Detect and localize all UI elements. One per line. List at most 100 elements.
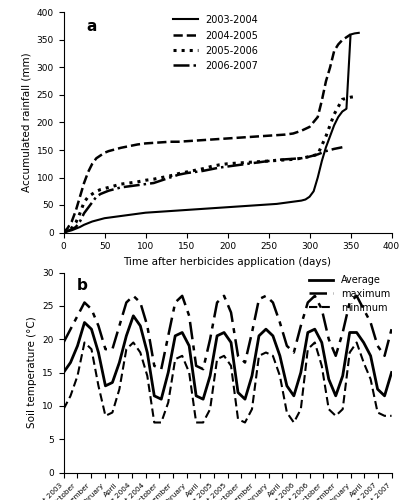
2004-2005: [225, 136, 229, 141]
2004-2005: [216, 136, 221, 142]
2006-2007: [106, 188, 111, 194]
2006-2007: [167, 174, 172, 180]
2005-2006: [102, 186, 107, 192]
Average: [96, 350, 101, 356]
2004-2005: [81, 180, 86, 186]
2005-2006: [249, 159, 254, 165]
2005-2006: [65, 228, 70, 234]
Average: [319, 340, 324, 345]
minimum: [82, 340, 87, 345]
minimum: [179, 353, 184, 359]
2006-2007: [126, 184, 131, 190]
maximum: [96, 323, 101, 329]
Average: [346, 330, 351, 336]
2004-2005: [94, 155, 99, 161]
2005-2006: [265, 158, 270, 164]
minimum: [291, 420, 296, 426]
minimum: [353, 340, 358, 345]
2006-2007: [265, 158, 270, 164]
2006-2007: [192, 169, 197, 175]
2006-2007: [339, 144, 344, 150]
2005-2006: [118, 181, 123, 187]
2005-2006: [73, 220, 78, 226]
Average: [179, 330, 184, 336]
Average: [242, 396, 247, 402]
2004-2005: [233, 135, 238, 141]
maximum: [103, 346, 108, 352]
Average: [291, 393, 296, 399]
2005-2006: [126, 180, 131, 186]
2004-2005: [73, 208, 78, 214]
minimum: [305, 346, 310, 352]
2005-2006: [85, 194, 90, 200]
2005-2006: [69, 225, 74, 231]
minimum: [263, 350, 268, 356]
maximum: [319, 306, 324, 312]
Average: [172, 333, 177, 339]
minimum: [103, 413, 108, 419]
minimum: [228, 363, 233, 369]
Legend: 2003-2004, 2004-2005, 2005-2006, 2006-2007: 2003-2004, 2004-2005, 2005-2006, 2006-20…: [173, 15, 258, 71]
2005-2006: [274, 158, 279, 164]
maximum: [200, 366, 205, 372]
Line: 2005-2006: 2005-2006: [63, 96, 354, 232]
minimum: [151, 420, 156, 426]
2003-2004: [77, 224, 82, 230]
maximum: [68, 326, 73, 332]
2005-2006: [331, 112, 336, 117]
minimum: [144, 373, 149, 379]
Average: [374, 386, 379, 392]
Average: [207, 373, 212, 379]
2006-2007: [98, 191, 103, 197]
2004-2005: [85, 169, 90, 175]
2006-2007: [90, 199, 94, 205]
2005-2006: [90, 191, 94, 197]
Average: [305, 330, 310, 336]
minimum: [193, 420, 198, 426]
2005-2006: [343, 96, 348, 102]
2006-2007: [331, 146, 336, 152]
2004-2005: [241, 134, 246, 140]
2005-2006: [61, 230, 66, 235]
maximum: [305, 300, 310, 306]
maximum: [179, 293, 184, 299]
2004-2005: [118, 145, 123, 151]
minimum: [333, 413, 337, 419]
minimum: [312, 340, 317, 345]
2005-2006: [298, 155, 303, 161]
X-axis label: Time after herbicides application (days): Time after herbicides application (days): [123, 257, 331, 267]
2005-2006: [151, 176, 156, 182]
Average: [151, 393, 156, 399]
2004-2005: [167, 138, 172, 145]
2004-2005: [77, 194, 82, 200]
2004-2005: [335, 42, 340, 48]
minimum: [96, 383, 101, 389]
maximum: [193, 363, 198, 369]
2006-2007: [298, 155, 303, 161]
2006-2007: [323, 148, 328, 154]
maximum: [388, 326, 393, 332]
2005-2006: [81, 199, 86, 205]
minimum: [221, 353, 226, 359]
Average: [388, 370, 393, 376]
2003-2004: [339, 108, 344, 114]
minimum: [277, 373, 282, 379]
minimum: [117, 386, 121, 392]
Average: [137, 323, 142, 329]
Average: [381, 393, 386, 399]
2006-2007: [94, 194, 99, 200]
minimum: [249, 406, 254, 412]
maximum: [117, 323, 121, 329]
maximum: [165, 333, 170, 339]
2003-2004: [355, 30, 360, 36]
Line: 2004-2005: 2004-2005: [63, 34, 350, 232]
Average: [144, 350, 149, 356]
minimum: [388, 413, 393, 419]
minimum: [339, 406, 344, 412]
2006-2007: [249, 160, 254, 166]
maximum: [235, 353, 240, 359]
Average: [249, 373, 254, 379]
2004-2005: [343, 34, 348, 40]
2006-2007: [225, 164, 229, 170]
2006-2007: [118, 184, 123, 190]
